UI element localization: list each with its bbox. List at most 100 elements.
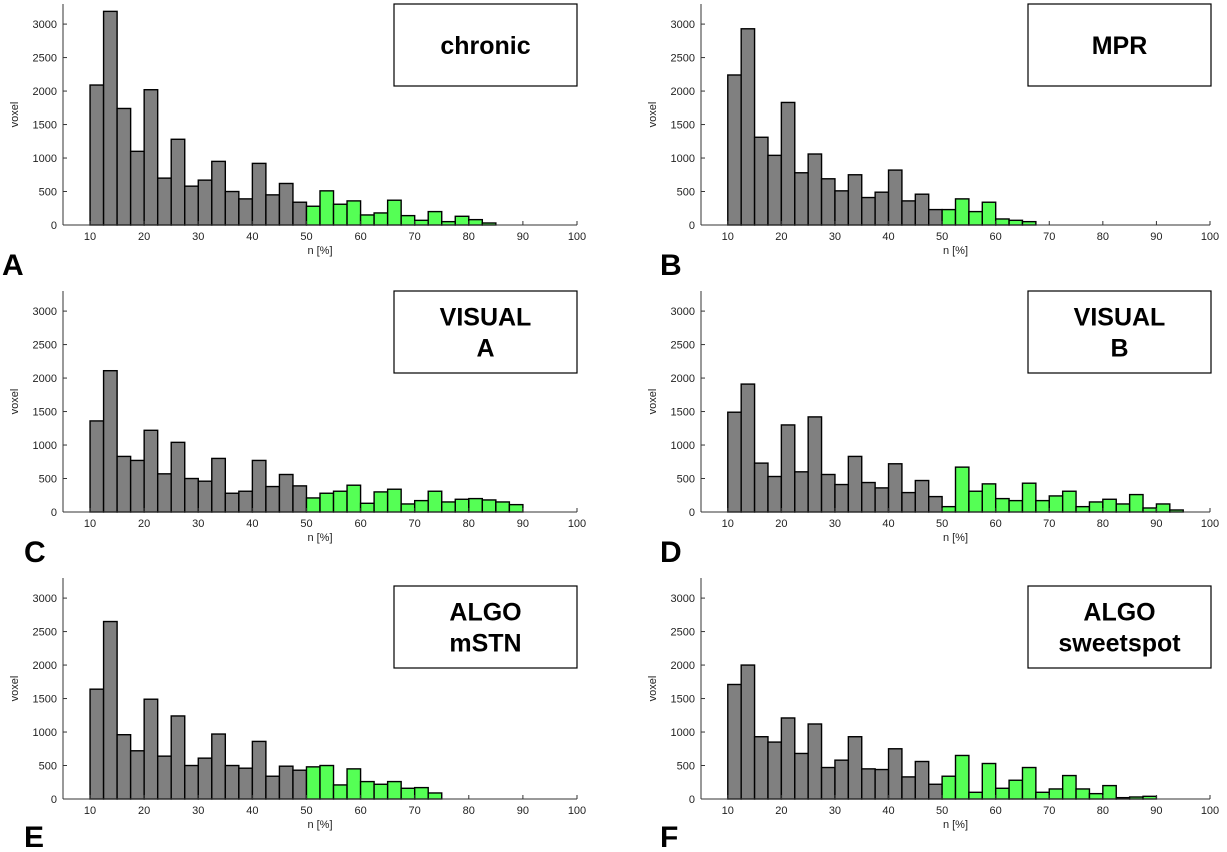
histogram-bar	[292, 201, 308, 226]
x-tick-label: 20	[775, 805, 787, 817]
y-tick-label: 3000	[671, 19, 695, 31]
histogram-bar	[820, 473, 836, 513]
histogram-bar	[156, 473, 172, 513]
y-tick-label: 3000	[33, 593, 57, 605]
y-tick-label: 3000	[671, 593, 695, 605]
x-tick-label: 80	[1097, 518, 1109, 530]
histogram-bar	[224, 764, 240, 800]
histogram-bar	[251, 162, 267, 226]
histogram-bar	[441, 220, 456, 226]
histogram-bar	[861, 196, 876, 226]
y-tick-label: 1000	[33, 440, 57, 452]
x-tick-label: 40	[882, 518, 894, 530]
y-tick-label: 0	[689, 507, 695, 519]
y-tick-label: 500	[39, 474, 57, 486]
x-tick-label: 100	[1201, 518, 1219, 530]
histogram-bar	[386, 199, 402, 226]
x-tick-label: 30	[829, 231, 841, 243]
y-tick-label: 3000	[33, 306, 57, 318]
histogram-bar	[102, 10, 118, 226]
histogram-bar	[454, 215, 470, 226]
y-axis-label: voxel	[9, 676, 21, 702]
bars	[727, 664, 1158, 800]
histogram-bar	[116, 107, 132, 226]
histogram-bar	[968, 210, 983, 226]
panel-c: 10 20 30 40 50 60 70 80 90 1000500100015002000250…	[9, 290, 586, 569]
histogram-bar	[1008, 499, 1024, 513]
histogram-bar	[102, 369, 118, 513]
histogram-bar	[386, 780, 402, 800]
histogram-bar	[928, 783, 943, 800]
x-tick-label: 50	[300, 231, 312, 243]
histogram-bar	[1035, 791, 1050, 800]
histogram-bar	[914, 193, 930, 226]
y-tick-label: 1000	[671, 153, 695, 165]
histogram-bar	[454, 498, 470, 513]
histogram-bar	[197, 757, 213, 800]
histogram-bar	[413, 499, 429, 513]
x-tick-label: 80	[1097, 231, 1109, 243]
y-tick-label: 1500	[671, 120, 695, 132]
panel-f: 10 20 30 40 50 60 70 80 90 1000500100015002000250…	[647, 578, 1219, 852]
histogram-bar	[861, 768, 876, 800]
x-tick-label: 70	[409, 518, 421, 530]
legend-box: ALGO sweetspot	[1027, 585, 1212, 669]
x-tick-label: 100	[568, 518, 586, 530]
y-tick-label: 0	[689, 220, 695, 232]
y-tick-label: 1000	[671, 727, 695, 739]
histogram-bar	[116, 455, 132, 513]
histogram-bar	[954, 466, 970, 513]
histogram-bar	[481, 499, 497, 513]
histogram-bar	[400, 787, 416, 800]
histogram-bar	[807, 153, 823, 226]
x-axis-label: n [%]	[943, 819, 968, 831]
legend-frame	[1027, 290, 1212, 374]
x-tick-label: 60	[354, 518, 366, 530]
x-tick-label: 90	[517, 518, 529, 530]
y-tick-label: 1500	[671, 407, 695, 419]
y-tick-label: 2500	[671, 340, 695, 352]
histogram-bar	[847, 736, 863, 800]
histogram-bar	[427, 490, 443, 513]
histogram-bar	[143, 698, 159, 800]
histogram-bar	[861, 481, 876, 513]
bars	[89, 369, 524, 513]
y-tick-label: 2000	[33, 373, 57, 385]
histogram-bar	[780, 424, 796, 513]
legend-box: chronic	[393, 3, 578, 87]
legend-box: ALGO mSTN	[393, 585, 578, 669]
histogram-bar	[129, 150, 145, 226]
histogram-bar	[1061, 490, 1077, 513]
x-tick-label: 100	[1201, 231, 1219, 243]
y-axis-label: voxel	[647, 389, 659, 415]
histogram-bar	[1155, 503, 1171, 513]
histogram-bar	[740, 28, 756, 226]
x-tick-label: 90	[517, 805, 529, 817]
histogram-bar	[994, 218, 1010, 226]
histogram-bar	[156, 177, 172, 226]
panel-letter: E	[24, 821, 44, 852]
histogram-bar	[211, 457, 227, 513]
histogram-bar	[727, 683, 742, 800]
histogram-bar	[727, 411, 742, 513]
histogram-bar	[332, 784, 348, 800]
legend-label: ALGO	[449, 599, 521, 627]
x-tick-label: 90	[517, 231, 529, 243]
legend-label: A	[476, 335, 494, 363]
histogram-bar	[278, 765, 294, 800]
x-tick-label: 10	[722, 518, 734, 530]
x-tick-label: 10	[84, 231, 96, 243]
panel-letter: B	[660, 249, 682, 282]
y-tick-label: 2500	[33, 340, 57, 352]
histogram-bar	[994, 497, 1010, 513]
y-tick-label: 1000	[33, 153, 57, 165]
histogram-bar	[954, 754, 970, 800]
x-tick-label: 10	[84, 805, 96, 817]
histogram-bar	[359, 214, 375, 226]
histogram-bar	[1102, 784, 1117, 800]
y-tick-label: 0	[689, 794, 695, 806]
panel-d: 10 20 30 40 50 60 70 80 90 1000500100015002000250…	[647, 290, 1219, 569]
y-tick-label: 0	[51, 220, 57, 232]
histogram-bar	[767, 741, 783, 800]
